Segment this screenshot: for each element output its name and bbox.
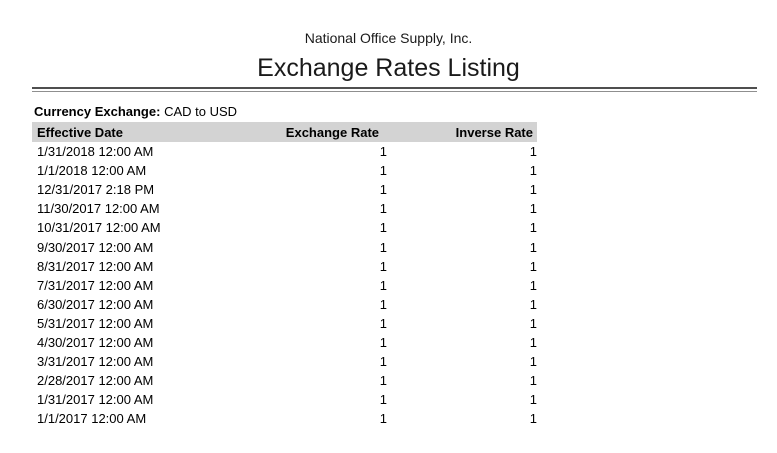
table-row: 4/30/2017 12:00 AM 1 1 bbox=[32, 333, 537, 352]
inverse-rate-cell: 1 bbox=[529, 201, 537, 217]
effective-date-cell: 1/1/2018 12:00 AM bbox=[37, 163, 147, 179]
exchange-rate-cell: 1 bbox=[379, 277, 387, 293]
effective-date-cell: 11/30/2017 12:00 AM bbox=[37, 201, 160, 217]
effective-date-cell: 8/31/2017 12:00 AM bbox=[37, 258, 154, 274]
exchange-rate-cell: 1 bbox=[379, 411, 387, 427]
effective-date-cell: 2/28/2017 12:00 AM bbox=[37, 373, 154, 389]
effective-date-cell: 4/30/2017 12:00 AM bbox=[37, 334, 154, 350]
effective-date-cell: 3/31/2017 12:00 AM bbox=[37, 354, 154, 370]
currency-exchange-line: Currency Exchange: CAD to USD bbox=[34, 103, 237, 120]
effective-date-cell: 1/31/2017 12:00 AM bbox=[37, 392, 154, 408]
effective-date-cell: 12/31/2017 2:18 PM bbox=[37, 182, 155, 198]
column-header-exchange-rate: Exchange Rate bbox=[242, 122, 390, 142]
header-divider bbox=[32, 87, 757, 92]
table-row: 3/31/2017 12:00 AM 1 1 bbox=[32, 352, 537, 371]
exchange-rate-cell: 1 bbox=[379, 239, 387, 255]
exchange-rate-cell: 1 bbox=[379, 315, 387, 331]
inverse-rate-cell: 1 bbox=[529, 411, 537, 427]
inverse-rate-cell: 1 bbox=[529, 373, 537, 389]
table-row: 7/31/2017 12:00 AM 1 1 bbox=[32, 276, 537, 295]
effective-date-cell: 9/30/2017 12:00 AM bbox=[37, 239, 154, 255]
inverse-rate-cell: 1 bbox=[529, 392, 537, 408]
company-name: National Office Supply, Inc. bbox=[304, 30, 473, 46]
exchange-rates-table: Effective Date Exchange Rate Inverse Rat… bbox=[32, 122, 537, 428]
table-row: 1/31/2018 12:00 AM 1 1 bbox=[32, 142, 537, 161]
table-row: 11/30/2017 12:00 AM 1 1 bbox=[32, 199, 537, 218]
page-title: Exchange Rates Listing bbox=[257, 54, 520, 82]
effective-date-cell: 6/30/2017 12:00 AM bbox=[37, 296, 154, 312]
exchange-rate-cell: 1 bbox=[379, 334, 387, 350]
table-row: 12/31/2017 2:18 PM 1 1 bbox=[32, 180, 537, 199]
exchange-rate-cell: 1 bbox=[379, 163, 387, 179]
exchange-rate-cell: 1 bbox=[379, 220, 387, 236]
column-header-inverse-rate: Inverse Rate bbox=[390, 122, 537, 142]
inverse-rate-cell: 1 bbox=[529, 182, 537, 198]
inverse-rate-cell: 1 bbox=[529, 144, 537, 160]
effective-date-cell: 10/31/2017 12:00 AM bbox=[37, 220, 161, 236]
effective-date-cell: 1/31/2018 12:00 AM bbox=[37, 144, 154, 160]
inverse-rate-cell: 1 bbox=[529, 258, 537, 274]
currency-exchange-label: Currency Exchange: bbox=[34, 104, 161, 119]
inverse-rate-cell: 1 bbox=[529, 220, 537, 236]
exchange-rate-cell: 1 bbox=[379, 144, 387, 160]
currency-exchange-value: CAD to USD bbox=[164, 104, 238, 119]
table-row: 5/31/2017 12:00 AM 1 1 bbox=[32, 314, 537, 333]
effective-date-cell: 1/1/2017 12:00 AM bbox=[37, 411, 147, 427]
exchange-rate-cell: 1 bbox=[379, 258, 387, 274]
table-row: 6/30/2017 12:00 AM 1 1 bbox=[32, 295, 537, 314]
inverse-rate-cell: 1 bbox=[529, 239, 537, 255]
exchange-rate-cell: 1 bbox=[379, 354, 387, 370]
table-row: 1/1/2017 12:00 AM 1 1 bbox=[32, 409, 537, 428]
exchange-rate-cell: 1 bbox=[379, 373, 387, 389]
exchange-rate-cell: 1 bbox=[379, 201, 387, 217]
table-row: 9/30/2017 12:00 AM 1 1 bbox=[32, 237, 537, 256]
effective-date-cell: 5/31/2017 12:00 AM bbox=[37, 315, 154, 331]
inverse-rate-cell: 1 bbox=[529, 277, 537, 293]
table-row: 8/31/2017 12:00 AM 1 1 bbox=[32, 257, 537, 276]
effective-date-cell: 7/31/2017 12:00 AM bbox=[37, 277, 154, 293]
inverse-rate-cell: 1 bbox=[529, 163, 537, 179]
inverse-rate-cell: 1 bbox=[529, 354, 537, 370]
inverse-rate-cell: 1 bbox=[529, 315, 537, 331]
table-row: 1/1/2018 12:00 AM 1 1 bbox=[32, 161, 537, 180]
table-row: 2/28/2017 12:00 AM 1 1 bbox=[32, 371, 537, 390]
inverse-rate-cell: 1 bbox=[529, 334, 537, 350]
table-header-row: Effective Date Exchange Rate Inverse Rat… bbox=[32, 122, 537, 142]
column-header-effective-date: Effective Date bbox=[32, 122, 242, 142]
table-row: 10/31/2017 12:00 AM 1 1 bbox=[32, 218, 537, 237]
exchange-rate-cell: 1 bbox=[379, 392, 387, 408]
exchange-rate-cell: 1 bbox=[379, 182, 387, 198]
exchange-rate-cell: 1 bbox=[379, 296, 387, 312]
table-row: 1/31/2017 12:00 AM 1 1 bbox=[32, 390, 537, 409]
inverse-rate-cell: 1 bbox=[529, 296, 537, 312]
